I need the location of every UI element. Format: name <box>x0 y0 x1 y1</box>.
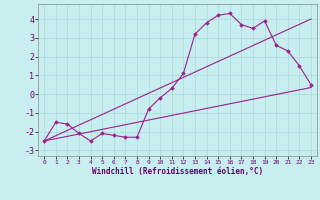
X-axis label: Windchill (Refroidissement éolien,°C): Windchill (Refroidissement éolien,°C) <box>92 167 263 176</box>
